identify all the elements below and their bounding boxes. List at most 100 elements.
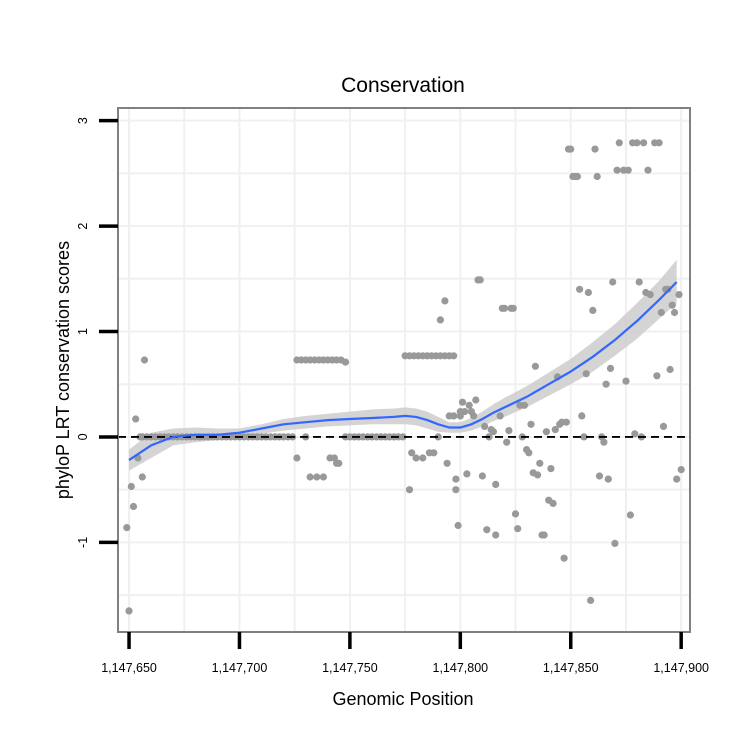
data-point xyxy=(476,276,484,284)
data-point xyxy=(593,172,601,181)
data-point xyxy=(132,415,140,423)
data-point xyxy=(419,454,427,462)
data-point xyxy=(670,308,679,317)
data-point xyxy=(443,459,451,467)
data-point xyxy=(463,470,471,478)
data-point xyxy=(436,316,444,324)
data-point xyxy=(335,459,343,467)
data-point xyxy=(606,364,615,372)
data-point xyxy=(127,482,135,491)
data-point xyxy=(452,475,460,483)
data-point xyxy=(613,166,621,174)
data-point xyxy=(478,472,486,480)
data-point xyxy=(578,412,586,420)
confidence-ribbon xyxy=(129,259,677,471)
data-point xyxy=(573,172,582,181)
data-point xyxy=(655,139,663,147)
data-point xyxy=(633,139,641,147)
data-point xyxy=(624,166,632,174)
data-point xyxy=(542,428,551,436)
data-point xyxy=(646,291,654,299)
data-point xyxy=(505,427,513,435)
data-point xyxy=(615,139,623,147)
data-point xyxy=(540,531,548,539)
grid-lines xyxy=(118,108,690,632)
data-point xyxy=(562,418,570,426)
data-point xyxy=(511,510,520,518)
data-point xyxy=(129,502,138,511)
data-point xyxy=(483,526,491,534)
x-axis: 1,147,650 1,147,700 1,147,750 1,147,800 1,14… xyxy=(101,632,709,675)
data-point xyxy=(664,285,672,293)
data-point xyxy=(412,454,420,462)
data-point xyxy=(306,473,314,481)
confidence-ribbon-group xyxy=(129,259,677,471)
data-point xyxy=(591,145,599,153)
smooth-line-group xyxy=(128,281,678,462)
data-point xyxy=(644,166,652,174)
data-point xyxy=(125,607,133,615)
data-point xyxy=(458,398,467,406)
data-point xyxy=(622,377,630,385)
data-point xyxy=(666,365,674,374)
data-point xyxy=(492,480,500,488)
y-tick-label: 1 xyxy=(76,328,90,335)
y-tick-label: -1 xyxy=(76,537,90,548)
data-point xyxy=(551,426,559,434)
x-tick-label: 1,147,850 xyxy=(543,661,599,675)
data-point xyxy=(675,291,683,299)
data-point xyxy=(509,304,517,312)
data-point xyxy=(609,278,617,286)
data-point xyxy=(313,473,321,481)
data-point xyxy=(472,396,480,404)
data-point xyxy=(465,401,473,409)
data-point xyxy=(489,428,497,436)
data-point xyxy=(341,358,350,366)
data-point xyxy=(626,511,635,519)
data-point xyxy=(602,380,610,388)
data-point xyxy=(450,352,458,360)
y-axis: -1 0 1 2 3 xyxy=(76,117,118,548)
data-point xyxy=(441,297,449,305)
data-point xyxy=(450,412,458,420)
data-point xyxy=(408,449,416,457)
x-tick-label: 1,147,800 xyxy=(433,661,489,675)
data-point xyxy=(138,473,146,481)
data-point xyxy=(399,433,407,441)
data-point xyxy=(604,475,612,483)
data-point xyxy=(536,459,544,467)
data-point xyxy=(534,471,542,479)
y-tick-label: 0 xyxy=(76,433,90,440)
data-point xyxy=(492,531,500,539)
data-point xyxy=(657,308,665,317)
data-point xyxy=(470,412,478,420)
data-point xyxy=(454,521,462,530)
data-point xyxy=(452,486,460,494)
data-point xyxy=(580,433,588,441)
data-point xyxy=(293,454,301,462)
x-tick-label: 1,147,750 xyxy=(322,661,378,675)
data-point xyxy=(567,145,575,153)
y-axis-label: phyloP LRT conservation scores xyxy=(53,241,73,499)
y-tick-label: 2 xyxy=(76,223,90,230)
scatter-points xyxy=(123,139,685,615)
data-point xyxy=(461,408,469,416)
data-point xyxy=(430,449,438,457)
data-point xyxy=(631,430,639,438)
data-point xyxy=(576,285,584,293)
x-tick-label: 1,147,700 xyxy=(212,661,268,675)
data-point xyxy=(560,554,568,562)
x-tick-label: 1,147,650 xyxy=(101,661,157,675)
data-point xyxy=(640,139,648,147)
data-point xyxy=(600,438,608,446)
data-point xyxy=(123,524,131,532)
data-point xyxy=(659,422,668,430)
data-point xyxy=(140,356,149,364)
data-point xyxy=(589,306,597,314)
data-point xyxy=(531,362,540,370)
x-axis-label: Genomic Position xyxy=(332,689,473,709)
data-point xyxy=(549,499,557,507)
data-point xyxy=(677,466,685,474)
data-point xyxy=(319,473,327,481)
